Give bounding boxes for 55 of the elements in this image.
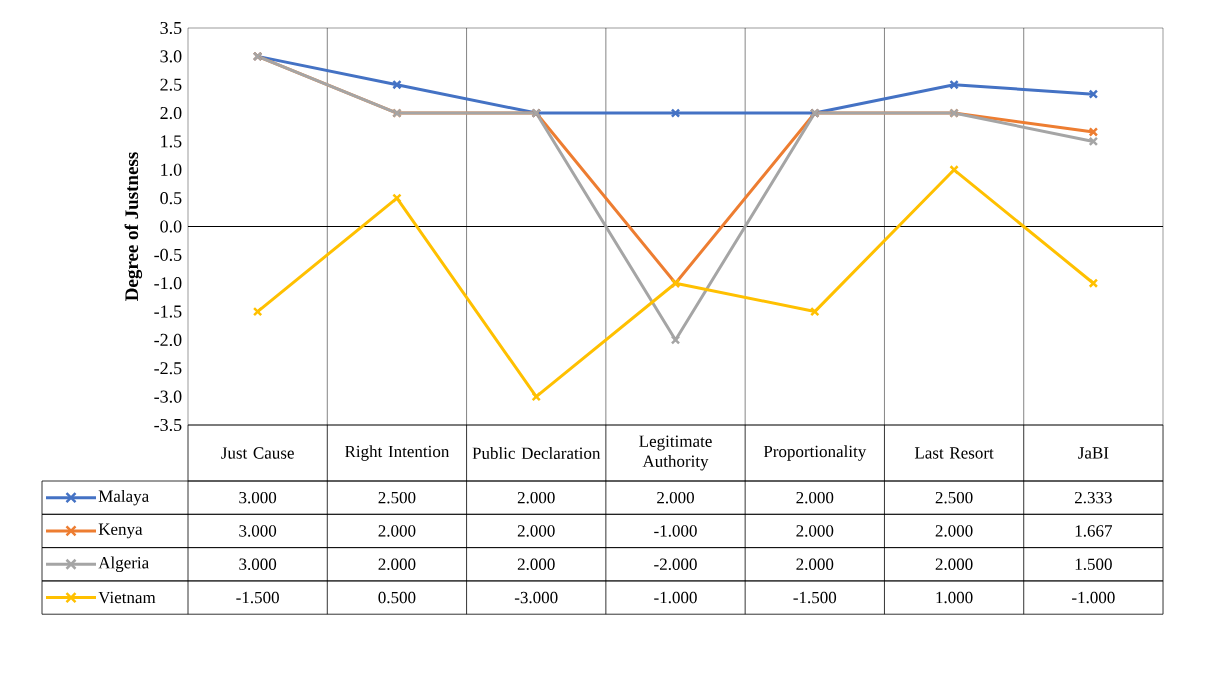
y-tick-label: -3.0 xyxy=(154,390,182,403)
data-label: 2.000 xyxy=(657,491,694,504)
legend-label: Kenya xyxy=(98,523,143,539)
y-tick-label: 0.0 xyxy=(160,220,182,233)
x-tick-label: Proportionality xyxy=(763,445,867,461)
data-label: 1.667 xyxy=(1075,525,1113,537)
y-tick-label: 0.5 xyxy=(160,192,182,205)
data-label: -1.000 xyxy=(654,525,697,537)
data-label: 2.000 xyxy=(935,558,973,571)
x-tick-label: Legitimate Authority xyxy=(639,435,712,471)
data-label: -1.000 xyxy=(654,591,697,604)
data-label: -1.000 xyxy=(1072,591,1115,604)
data-label: 3.000 xyxy=(239,525,277,537)
y-tick-label: 3.5 xyxy=(160,21,182,35)
data-label: 2.000 xyxy=(935,525,973,537)
y-tick-label: 3.0 xyxy=(160,50,182,63)
data-label: 2.500 xyxy=(935,491,973,504)
y-tick-label: -2.0 xyxy=(154,333,182,347)
data-label: 0.500 xyxy=(378,591,416,604)
data-label: 2.000 xyxy=(517,525,555,537)
data-label: 3.000 xyxy=(239,491,277,504)
data-label: 2.000 xyxy=(378,525,416,537)
legend-label: Vietnam xyxy=(98,591,156,604)
data-label: -1.500 xyxy=(793,591,837,604)
x-tick-label: Public Declaration xyxy=(472,447,601,459)
data-label: -2.000 xyxy=(654,558,697,571)
data-label: 1.500 xyxy=(1075,558,1112,571)
data-label: -1.500 xyxy=(236,591,279,604)
y-tick-label: -1.0 xyxy=(154,277,182,290)
x-tick-label: JaBI xyxy=(1078,447,1109,459)
data-label: -3.000 xyxy=(514,591,558,604)
legend-label: Algeria xyxy=(98,556,149,572)
x-tick-label: Last Resort xyxy=(914,447,994,459)
data-label: 2.000 xyxy=(796,491,834,504)
data-label: 1.000 xyxy=(936,591,973,604)
y-tick-label: -1.5 xyxy=(154,305,182,318)
data-label: 2.000 xyxy=(378,558,416,571)
data-label: 2.500 xyxy=(378,491,416,504)
data-label: 2.000 xyxy=(517,491,555,504)
y-axis-title: Degree of Justness xyxy=(124,152,143,301)
x-tick-label: Just Cause xyxy=(221,447,294,459)
data-label: 2.000 xyxy=(796,558,834,571)
x-tick-label: Right Intention xyxy=(345,445,450,461)
y-tick-label: 2.0 xyxy=(160,106,182,120)
y-tick-label: -3.5 xyxy=(154,418,182,432)
data-label: 2.000 xyxy=(796,525,834,537)
data-label: 3.000 xyxy=(239,558,277,571)
y-tick-label: 2.5 xyxy=(160,78,182,91)
legend-label: Malaya xyxy=(98,489,149,506)
y-tick-label: 1.5 xyxy=(161,135,182,148)
data-label: 2.000 xyxy=(517,558,555,571)
data-label: 2.333 xyxy=(1075,491,1112,504)
y-tick-label: 1.0 xyxy=(161,163,182,176)
y-tick-label: -2.5 xyxy=(154,362,182,375)
y-tick-label: -0.5 xyxy=(154,248,182,261)
